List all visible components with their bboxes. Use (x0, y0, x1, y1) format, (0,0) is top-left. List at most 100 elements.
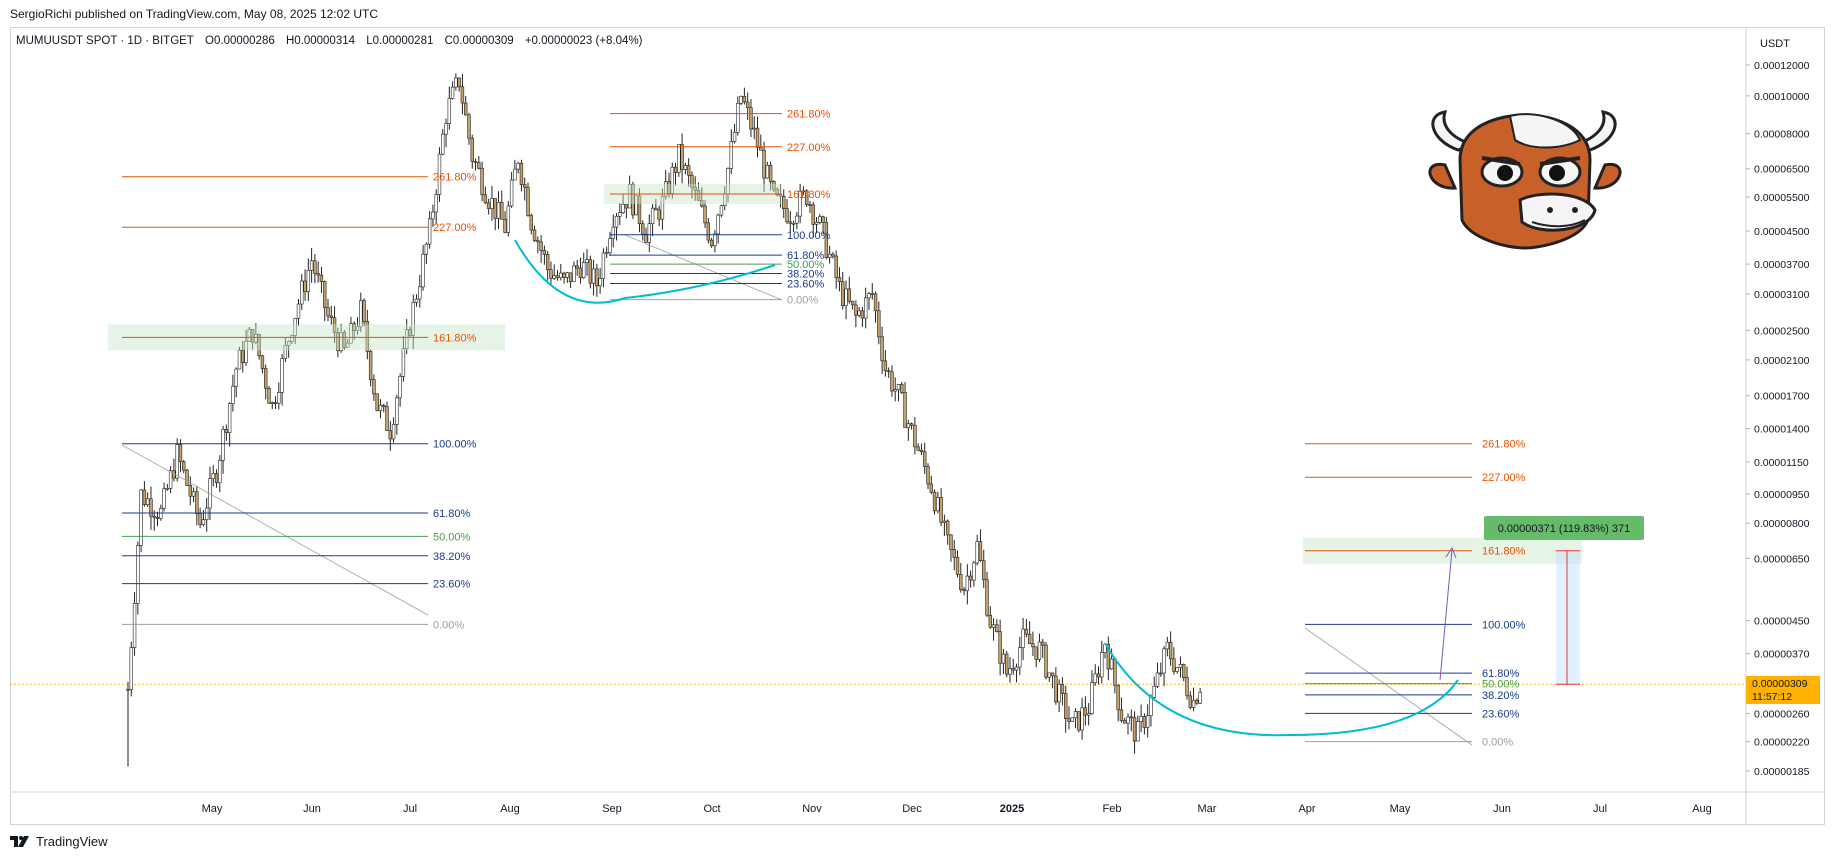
candle-body (955, 557, 960, 575)
candle-body (631, 183, 635, 216)
candle-body (1090, 682, 1094, 714)
candle-body (683, 165, 688, 170)
y-tick-label: 0.00002500 (1754, 325, 1810, 337)
candle-body (1031, 643, 1035, 648)
candle-body (218, 460, 222, 484)
candle-body (1159, 672, 1163, 675)
price-unit[interactable]: USDT (1760, 38, 1790, 50)
candle-body (313, 260, 317, 274)
candle-body (1152, 685, 1156, 698)
candle-body (352, 323, 356, 331)
candle-body (850, 300, 855, 306)
candle-body (1083, 707, 1088, 716)
fib-level-label: 38.20% (787, 268, 825, 280)
fib-trend-line (121, 444, 429, 616)
candle-body (624, 204, 629, 209)
candle-body (604, 252, 609, 254)
candle-body (493, 198, 497, 219)
candle-body (480, 167, 484, 196)
candle-body (847, 288, 852, 302)
candle-body (926, 466, 930, 485)
x-tick-label: Aug (1692, 803, 1712, 815)
candle-body (473, 161, 478, 163)
candle-body (965, 575, 970, 592)
candle-body (811, 204, 815, 225)
symbol-label[interactable]: MUMUUSDT SPOT · 1D · BITGET (16, 35, 194, 47)
y-tick-label: 0.00000450 (1754, 616, 1810, 628)
measure-label: 0.00000371 (119.83%) 371 (1498, 523, 1631, 535)
candle-body (1100, 652, 1104, 678)
candle-body (1119, 709, 1124, 721)
fib-level-label: 23.60% (1482, 708, 1520, 720)
candle-body (247, 328, 252, 342)
fib-level-label: 100.00% (787, 230, 831, 242)
candle-body (132, 603, 137, 648)
candle-body (582, 262, 586, 279)
candle-body (1004, 653, 1009, 675)
candle-body (673, 166, 678, 173)
candle-body (204, 507, 209, 521)
current-price-badge: 0.00000309 11:57:12 (1746, 676, 1820, 704)
candle-body (1145, 715, 1150, 728)
candle-body (804, 190, 809, 205)
candle-body (1011, 668, 1015, 671)
candle-body (795, 215, 799, 224)
y-tick-label: 0.00001700 (1754, 391, 1810, 403)
fib-level-label: 161.80% (433, 332, 477, 344)
candle-body (421, 253, 425, 288)
candle-body (913, 424, 917, 448)
candle-body (388, 430, 392, 440)
fib-level-label: 227.00% (787, 142, 831, 154)
candle-body (765, 164, 770, 179)
candle-body (939, 497, 943, 523)
candle-body (1195, 699, 1199, 704)
candle-body (545, 254, 550, 270)
candle-body (834, 255, 838, 278)
candle-body (627, 183, 632, 209)
candle-body (447, 98, 452, 124)
candle-body (1162, 648, 1166, 674)
candle-body (595, 268, 599, 287)
candle-body (736, 103, 740, 133)
fib-level-label: 61.80% (433, 508, 471, 520)
candle-body (637, 195, 642, 225)
projection-arrow (1439, 549, 1453, 681)
candle-body (755, 127, 760, 148)
tradingview-logo[interactable]: TradingView (10, 834, 108, 849)
candle-body (191, 491, 196, 497)
y-tick-label: 0.00000370 (1754, 649, 1810, 661)
candle-body (441, 133, 445, 155)
candle-body (572, 265, 576, 282)
candle-body (719, 205, 724, 216)
candle-body (536, 240, 540, 243)
candle-body (1139, 716, 1143, 722)
candle-body (962, 589, 966, 592)
candle-body (1057, 683, 1061, 703)
symbol-legend: MUMUUSDT SPOT · 1D · BITGET O0.00000286 … (16, 35, 651, 47)
x-tick-label: Sep (602, 803, 622, 815)
fib-level-label: 261.80% (787, 109, 831, 121)
candle-body (972, 562, 976, 581)
fib-level-label: 100.00% (433, 439, 477, 451)
y-tick-label: 0.00001400 (1754, 424, 1810, 436)
candle-body (375, 393, 379, 411)
candle-body (332, 317, 337, 334)
candle-body (709, 239, 714, 247)
candle-body (568, 272, 573, 282)
candle-body (739, 96, 743, 104)
candle-body (664, 181, 668, 197)
fib-trend-line (1304, 627, 1473, 746)
candle-body (742, 96, 747, 103)
candle-body (1001, 653, 1006, 664)
candle-body (588, 259, 592, 284)
bull-mascot-icon (1428, 110, 1622, 250)
candle-body (703, 205, 707, 224)
x-tick-label: Jun (1493, 803, 1511, 815)
candle-body (1178, 664, 1183, 668)
candle-body (903, 392, 907, 428)
x-tick-label: Apr (1298, 803, 1315, 815)
candle-body (601, 252, 606, 279)
candle-body (1080, 707, 1084, 731)
candle-body (785, 208, 789, 223)
